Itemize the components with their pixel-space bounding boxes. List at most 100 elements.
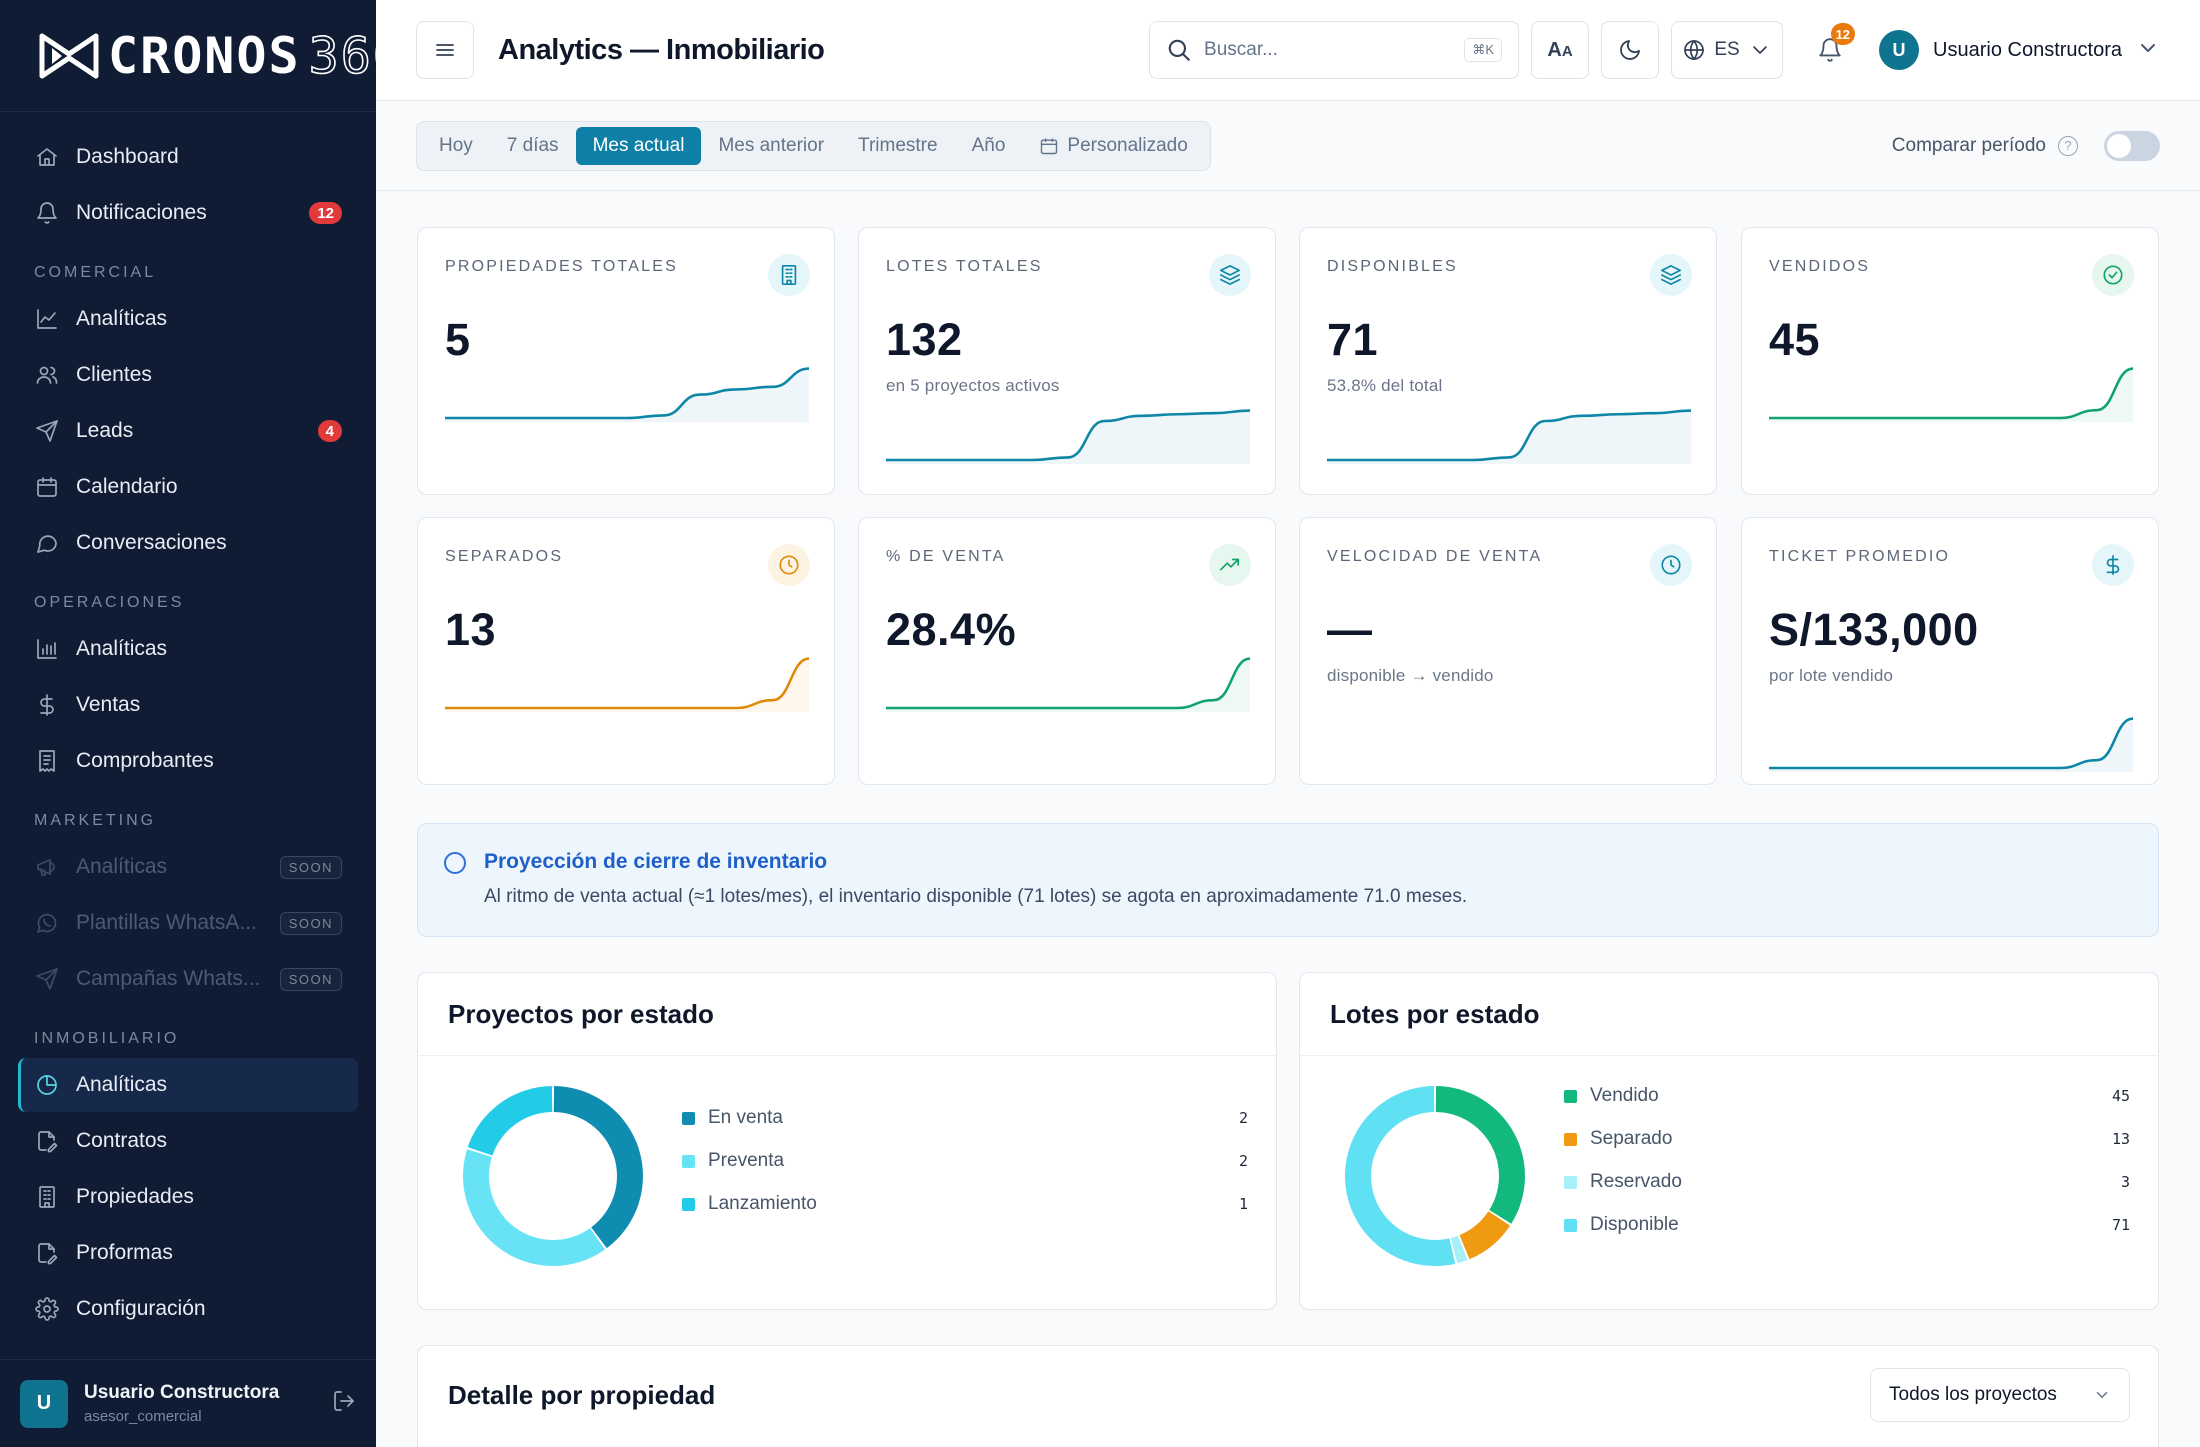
brand-name: CRONOS <box>108 26 301 85</box>
kpi-label: VELOCIDAD DE VENTA <box>1327 548 1543 565</box>
logout-icon[interactable] <box>332 1389 356 1418</box>
donut-slice-vendido[interactable] <box>1435 1086 1525 1224</box>
period-tab-7-dias[interactable]: 7 días <box>490 127 576 165</box>
donut-slice-separado[interactable] <box>1459 1211 1511 1260</box>
sidebar-item-label: Propiedades <box>76 1185 194 1208</box>
sidebar-item-label: Notificaciones <box>76 201 207 224</box>
donut-slice-reservado[interactable] <box>1450 1235 1468 1264</box>
legend-label: Separado <box>1590 1128 1673 1149</box>
sidebar-item-leads[interactable]: Leads 4 <box>18 404 358 458</box>
projects-legend: En venta 2 Preventa 2 Lanzamiento 1 <box>682 1107 1248 1247</box>
sidebar-item-label: Analíticas <box>76 855 168 878</box>
sidebar-item-analiticas[interactable]: Analíticas <box>18 292 358 346</box>
bar-chart-icon <box>34 636 60 662</box>
kpi-card-de-venta: % DE VENTA 28.4% <box>858 517 1276 785</box>
inventory-projection-banner: Proyección de cierre de inventario Al ri… <box>417 823 2159 937</box>
trending-up-icon <box>1209 544 1251 586</box>
kpi-sparkline <box>1769 717 2133 772</box>
font-size-button[interactable]: AA <box>1531 21 1590 79</box>
sidebar-item-label: Campañas Whats... <box>76 967 261 990</box>
banner-body: Al ritmo de venta actual (≈1 lotes/mes),… <box>484 886 1468 907</box>
count-badge: 12 <box>309 202 342 224</box>
kpi-subtitle: en 5 proyectos activos <box>886 376 1060 395</box>
compare-period: Comparar período ? <box>1892 130 2160 161</box>
file-edit-icon <box>34 1240 60 1266</box>
select-value: Todos los proyectos <box>1889 1384 2057 1405</box>
period-label: Mes anterior <box>718 134 825 156</box>
nav-section-heading: COMERCIAL <box>34 264 157 281</box>
card-title: Lotes por estado <box>1330 999 1540 1029</box>
period-tab-personalizado[interactable]: Personalizado <box>1022 127 1204 165</box>
period-label: Hoy <box>439 134 473 156</box>
sidebar-item-analiticas[interactable]: Analíticas <box>18 622 358 676</box>
avatar[interactable]: U <box>20 1379 68 1428</box>
lots-legend: Vendido 45 Separado 13 Reservado 3 Disponible 7… <box>1564 1085 2130 1275</box>
user-menu[interactable]: U Usuario Constructora <box>1879 30 2160 70</box>
period-tab-trimestre[interactable]: Trimestre <box>841 127 955 165</box>
donut-slice-disponible[interactable] <box>1345 1086 1456 1266</box>
sidebar-item-conversaciones[interactable]: Conversaciones <box>18 516 358 570</box>
sidebar-item-proformas[interactable]: Proformas <box>18 1226 358 1280</box>
check-circle-icon <box>2092 254 2134 296</box>
sidebar-item-propiedades[interactable]: Propiedades <box>18 1170 358 1224</box>
legend-swatch <box>1564 1089 1577 1103</box>
language-select[interactable]: ES <box>1671 21 1784 79</box>
sidebar-item-ventas[interactable]: Ventas <box>18 678 358 732</box>
sidebar-item-dashboard[interactable]: Dashboard <box>18 130 358 184</box>
theme-toggle-button[interactable] <box>1601 21 1660 79</box>
kpi-sparkline <box>1769 367 2133 422</box>
help-icon[interactable]: ? <box>2058 135 2078 156</box>
notifications-badge: 12 <box>1830 23 1856 45</box>
sidebar-item-configuracion[interactable]: Configuración <box>18 1282 358 1336</box>
search-box[interactable]: ⌘K <box>1149 21 1520 79</box>
compare-toggle[interactable] <box>2104 130 2160 161</box>
sidebar-item-campanas-whats[interactable]: Campañas Whats... SOON <box>18 952 358 1006</box>
sidebar-item-notificaciones[interactable]: Notificaciones 12 <box>18 186 358 240</box>
brand-logo[interactable]: CRONOS 360 <box>38 26 405 85</box>
kpi-sparkline <box>445 657 809 712</box>
clock-icon <box>1650 544 1692 586</box>
sidebar-item-comprobantes[interactable]: Comprobantes <box>18 734 358 788</box>
sidebar-item-calendario[interactable]: Calendario <box>18 460 358 514</box>
legend-value: 45 <box>2111 1087 2130 1105</box>
legend-swatch <box>1564 1218 1577 1232</box>
donut-slice-en-venta[interactable] <box>553 1086 643 1249</box>
menu-toggle-button[interactable] <box>416 21 474 79</box>
period-tab-mes-actual[interactable]: Mes actual <box>575 126 702 165</box>
top-header: Analytics — Inmobiliario ⌘K AA ES 12 U U… <box>376 0 2200 101</box>
pie-chart-icon <box>34 1072 60 1098</box>
kpi-label: SEPARADOS <box>445 548 564 565</box>
sidebar-nav: Dashboard Notificaciones 12 COMERCIAL Analít… <box>0 112 376 1336</box>
project-filter-select[interactable]: Todos los proyectos <box>1870 1368 2130 1422</box>
chevron-down-icon <box>1752 46 1767 54</box>
legend-label: Lanzamiento <box>708 1193 817 1214</box>
file-edit-icon <box>34 1128 60 1154</box>
sidebar-item-analiticas[interactable]: Analíticas SOON <box>18 840 358 894</box>
period-label: Mes actual <box>592 134 685 156</box>
search-shortcut: ⌘K <box>1464 38 1503 62</box>
legend-value: 2 <box>1238 1152 1248 1170</box>
donut-slice-preventa[interactable] <box>463 1149 606 1266</box>
sidebar-item-clientes[interactable]: Clientes <box>18 348 358 402</box>
donut-slice-lanzamiento[interactable] <box>467 1086 553 1156</box>
period-label: Año <box>971 134 1006 156</box>
kpi-value: 5 <box>445 314 471 365</box>
period-tabs: Hoy 7 días Mes actual Mes anterior Trimestre… <box>416 120 1211 171</box>
users-icon <box>34 362 60 388</box>
chevron-down-icon <box>2096 1392 2108 1398</box>
period-tab-ano[interactable]: Año <box>955 127 1023 165</box>
sidebar-item-analiticas[interactable]: Analíticas <box>18 1058 358 1112</box>
sidebar-item-contratos[interactable]: Contratos <box>18 1114 358 1168</box>
search-input[interactable] <box>1204 39 1465 61</box>
notifications-button[interactable]: 12 <box>1801 21 1859 79</box>
legend-swatch <box>682 1154 695 1168</box>
sidebar-item-label: Leads <box>76 419 134 442</box>
period-tab-hoy[interactable]: Hoy <box>422 127 490 165</box>
sidebar-item-plantillas-whatsa[interactable]: Plantillas WhatsA... SOON <box>18 896 358 950</box>
receipt-icon <box>34 748 60 774</box>
period-tab-mes-anterior[interactable]: Mes anterior <box>701 127 841 165</box>
dollar-icon <box>2092 544 2134 586</box>
count-badge: 4 <box>317 420 342 442</box>
legend-label: En venta <box>708 1107 783 1128</box>
sidebar-item-label: Proformas <box>76 1241 173 1264</box>
